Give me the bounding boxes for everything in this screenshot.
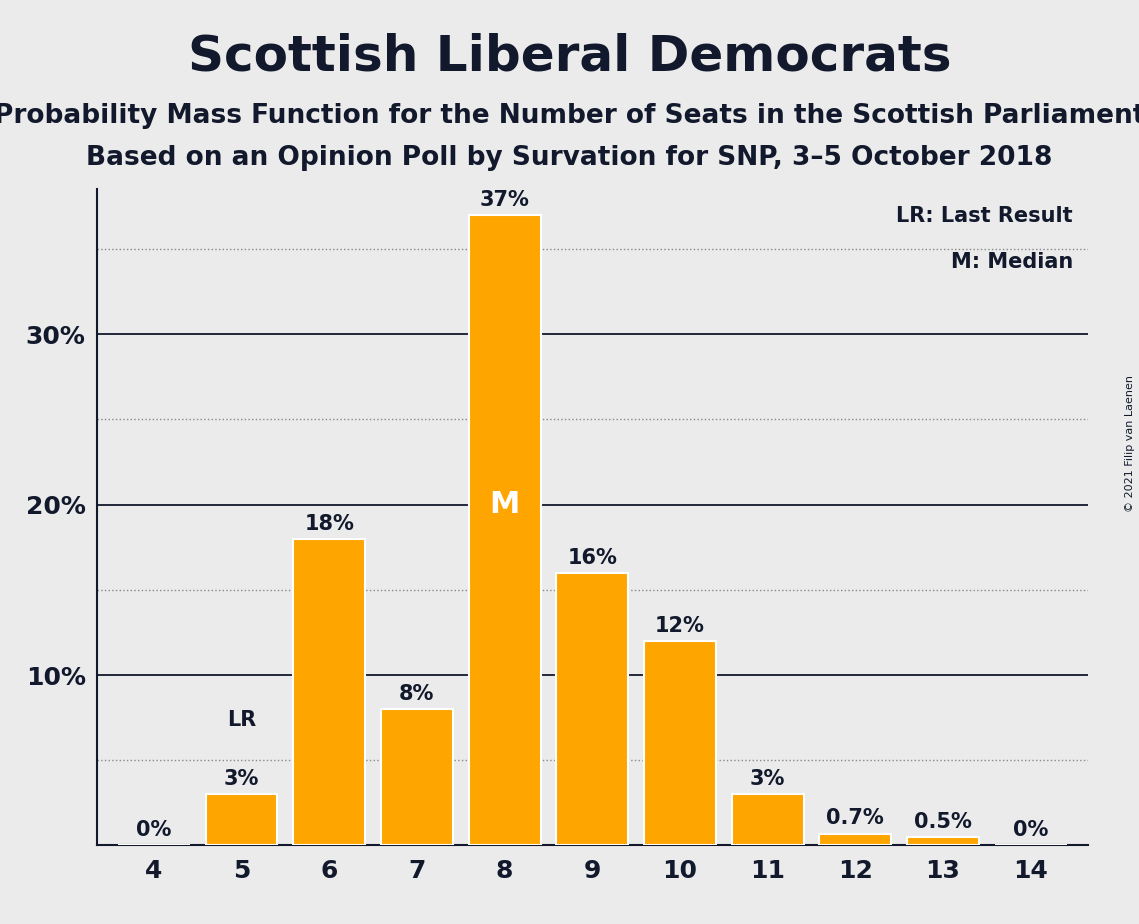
- Text: M: M: [490, 490, 519, 519]
- Bar: [556, 573, 629, 845]
- Text: 18%: 18%: [304, 514, 354, 534]
- Bar: [731, 795, 804, 845]
- Text: 0.7%: 0.7%: [827, 808, 884, 829]
- Bar: [907, 837, 980, 845]
- Text: M: Median: M: Median: [951, 251, 1073, 272]
- Text: 3%: 3%: [224, 769, 260, 789]
- Text: Scottish Liberal Democrats: Scottish Liberal Democrats: [188, 32, 951, 80]
- Text: 0%: 0%: [137, 821, 172, 840]
- Text: LR: LR: [227, 710, 256, 730]
- Text: 16%: 16%: [567, 548, 617, 567]
- Text: © 2021 Filip van Laenen: © 2021 Filip van Laenen: [1125, 375, 1134, 512]
- Text: 37%: 37%: [480, 189, 530, 210]
- Bar: [293, 539, 366, 845]
- Bar: [380, 709, 453, 845]
- Bar: [468, 215, 541, 845]
- Text: LR: Last Result: LR: Last Result: [896, 206, 1073, 225]
- Text: Based on an Opinion Poll by Survation for SNP, 3–5 October 2018: Based on an Opinion Poll by Survation fo…: [87, 145, 1052, 171]
- Text: Probability Mass Function for the Number of Seats in the Scottish Parliament: Probability Mass Function for the Number…: [0, 103, 1139, 129]
- Text: 0.5%: 0.5%: [915, 812, 972, 832]
- Bar: [819, 833, 892, 845]
- Text: 12%: 12%: [655, 616, 705, 636]
- Bar: [205, 795, 278, 845]
- Bar: [644, 641, 716, 845]
- Text: 0%: 0%: [1013, 821, 1048, 840]
- Text: 3%: 3%: [749, 769, 786, 789]
- Text: 8%: 8%: [399, 684, 435, 704]
